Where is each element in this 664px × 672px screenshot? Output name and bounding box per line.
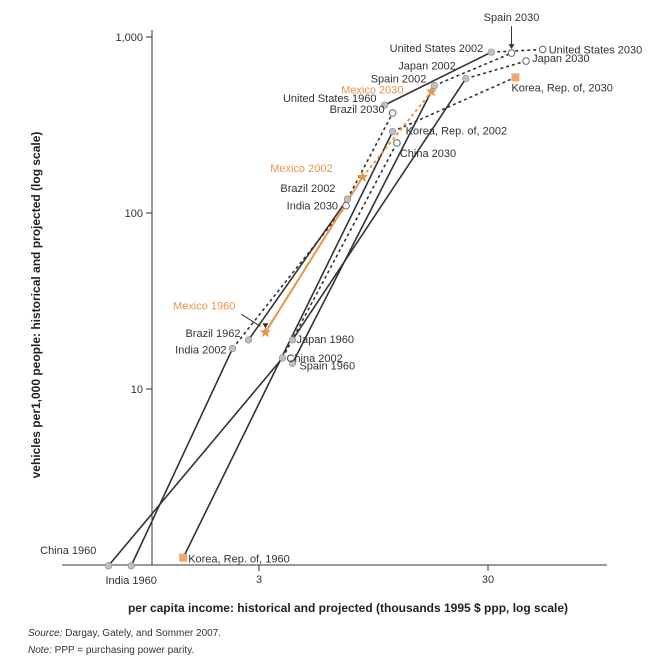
point-india-2030 xyxy=(342,201,350,210)
point-korea-rep-of-2030 xyxy=(511,73,520,82)
ppp-note: Note: PPP = purchasing power parity. xyxy=(28,645,195,656)
point-spain-1960 xyxy=(288,359,297,367)
label-korea-rep-of-2030: Korea, Rep. of, 2030 xyxy=(511,82,613,94)
label-india-1960: India 1960 xyxy=(106,575,157,587)
label-brazil-2002: Brazil 2002 xyxy=(280,183,335,195)
leader-mexico-1960 xyxy=(241,313,261,327)
point-korea-rep-of-1960 xyxy=(179,553,188,562)
point-india-2002 xyxy=(228,344,237,353)
point-china-2030 xyxy=(393,139,401,147)
y-tick-label-2: 1,000 xyxy=(115,32,143,44)
label-mexico-1960: Mexico 1960 xyxy=(173,300,235,312)
label-brazil-1962: Brazil 1962 xyxy=(185,328,240,340)
korea-projection-line xyxy=(392,76,516,133)
china-projection-line xyxy=(281,142,398,359)
japan-projection-line xyxy=(465,60,527,80)
label-india-2030: India 2030 xyxy=(287,201,338,213)
label-china-2002: China 2002 xyxy=(287,353,343,365)
x-tick-label-0: 3 xyxy=(256,574,262,586)
label-spain-1960: Spain 1960 xyxy=(299,360,355,372)
label-united-states-1960: United States 1960 xyxy=(283,93,377,105)
label-spain-2030: Spain 2030 xyxy=(484,12,540,24)
label-china-1960: China 1960 xyxy=(40,545,96,557)
point-mexico-2030 xyxy=(425,85,438,97)
india-projection-line xyxy=(231,205,347,349)
y-tick-label-1: 100 xyxy=(125,208,143,220)
arrowhead-mexico-1960 xyxy=(262,323,269,329)
brazil-historical-line xyxy=(247,198,349,341)
point-india-1960 xyxy=(127,562,135,570)
label-united-states-2002: United States 2002 xyxy=(390,43,484,55)
label-japan-1960: Japan 1960 xyxy=(296,334,354,346)
point-united-states-2002 xyxy=(487,48,495,56)
arrowhead-spain-2030 xyxy=(508,44,515,50)
india-historical-line xyxy=(130,348,234,567)
label-brazil-2030: Brazil 2030 xyxy=(330,104,385,116)
point-japan-2030 xyxy=(522,57,530,65)
point-spain-2030 xyxy=(507,49,516,57)
point-korea-rep-of-2002 xyxy=(389,128,397,136)
label-mexico-2030: Mexico 2030 xyxy=(341,85,403,97)
point-brazil-2030 xyxy=(388,109,397,117)
korea-historical-line xyxy=(182,131,394,559)
china-historical-line xyxy=(107,357,284,567)
y-axis-title: vehicles per1,000 people: historical and… xyxy=(29,132,43,479)
spain-projection-line xyxy=(434,52,512,87)
source-note: Source: Dargay, Gately, and Sommer 2007. xyxy=(28,628,222,639)
label-japan-2030: Japan 2030 xyxy=(532,53,590,65)
label-korea-rep-of-1960: Korea, Rep. of, 1960 xyxy=(188,554,290,566)
label-spain-2002: Spain 2002 xyxy=(371,74,427,86)
brazil-projection-line xyxy=(346,112,394,200)
point-spain-2002 xyxy=(430,81,438,90)
y-tick-label-0: 10 xyxy=(131,384,143,396)
label-korea-rep-of-2002: Korea, Rep. of, 2002 xyxy=(406,126,508,138)
label-mexico-2002: Mexico 2002 xyxy=(270,163,332,175)
label-japan-2002: Japan 2002 xyxy=(398,61,456,73)
point-china-1960 xyxy=(104,562,113,570)
x-axis-title: per capita income: historical and projec… xyxy=(128,601,568,615)
point-brazil-1962 xyxy=(244,336,253,344)
spain-historical-line xyxy=(291,85,436,364)
point-japan-1960 xyxy=(288,336,297,344)
label-united-states-2030: United States 2030 xyxy=(549,44,643,56)
point-brazil-2002 xyxy=(343,195,352,203)
point-united-states-1960 xyxy=(380,101,389,109)
united_states-historical-line xyxy=(384,51,492,106)
point-united-states-2030 xyxy=(538,45,547,54)
point-china-2002 xyxy=(278,354,287,362)
united_states-projection-line xyxy=(491,48,543,53)
label-india-2002: India 2002 xyxy=(175,344,226,356)
japan-historical-line xyxy=(291,78,467,341)
x-tick-label-1: 30 xyxy=(482,574,494,586)
mexico-projection-line xyxy=(361,90,433,178)
point-mexico-1960 xyxy=(259,326,272,338)
point-mexico-2002 xyxy=(356,171,369,182)
point-japan-2002 xyxy=(462,75,470,83)
label-china-2030: China 2030 xyxy=(400,148,456,160)
